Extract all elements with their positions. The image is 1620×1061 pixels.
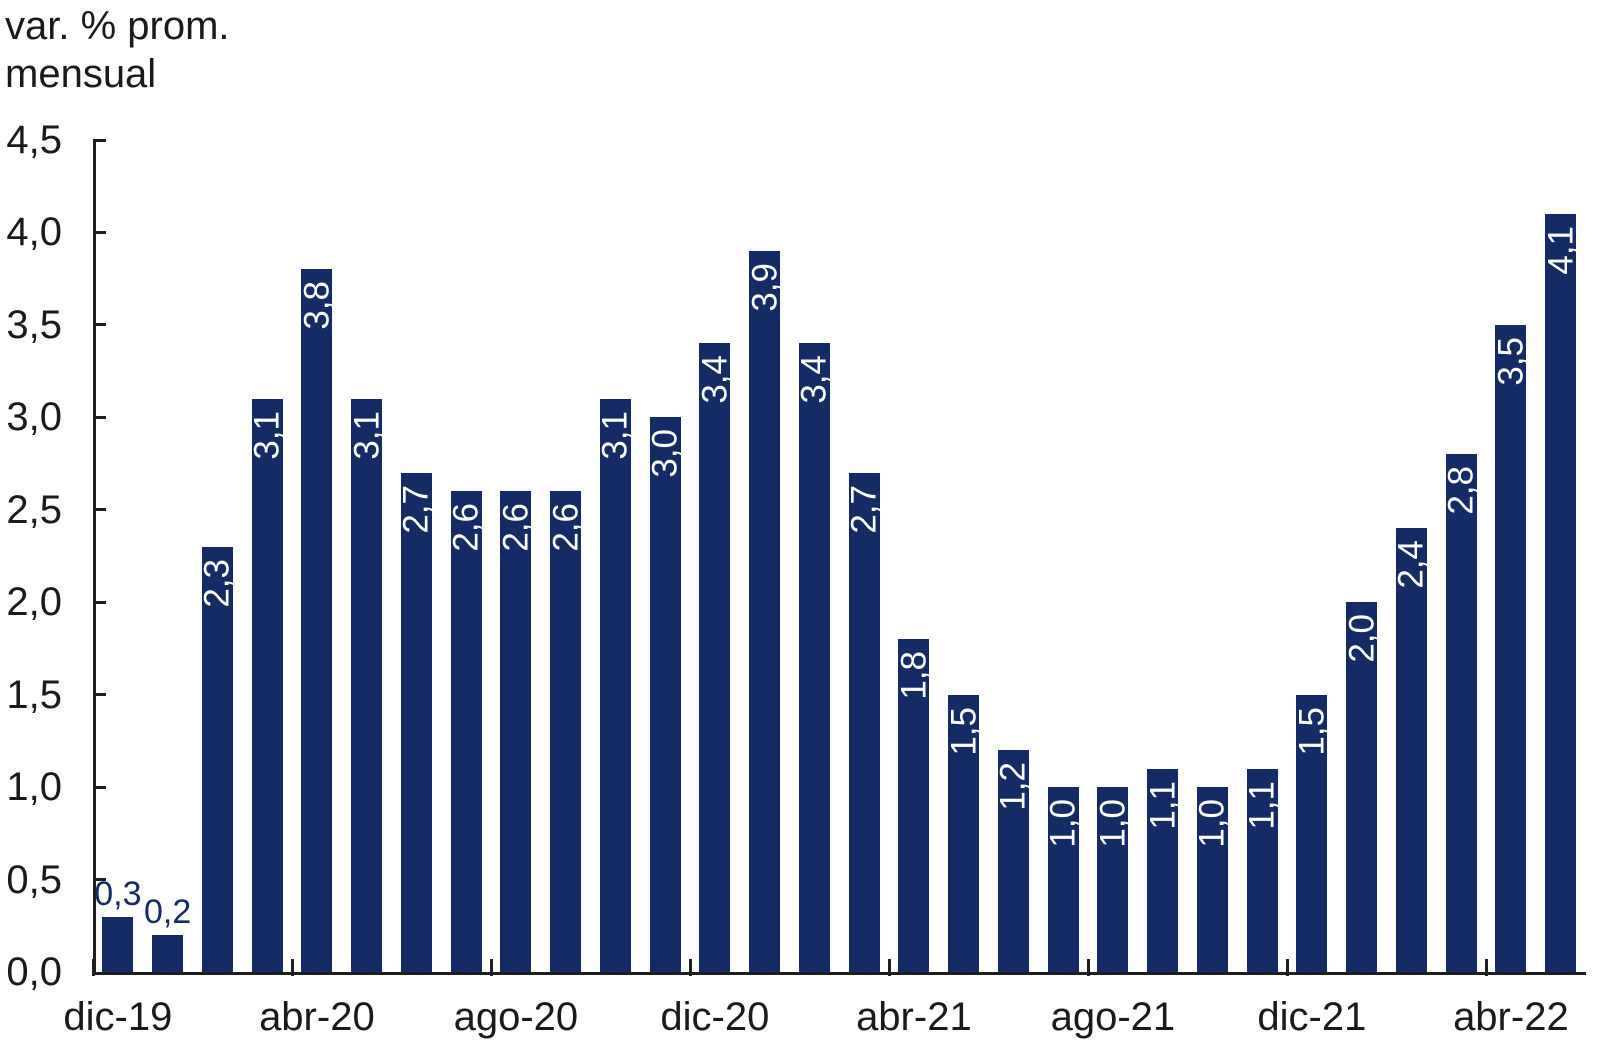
x-tick-label: dic-19 xyxy=(63,995,173,1039)
y-tick-label: 1,5 xyxy=(6,672,62,717)
x-tick-label: abr-22 xyxy=(1453,995,1569,1039)
bar: 1,0 xyxy=(1093,787,1133,972)
bar: 2,7 xyxy=(396,473,436,972)
x-tick xyxy=(688,959,692,976)
bar-value-label: 3,4 xyxy=(794,355,834,404)
x-tick-label: ago-21 xyxy=(1050,995,1176,1039)
bar: 3,8 xyxy=(297,269,337,972)
bar-value-label: 2,6 xyxy=(546,503,586,552)
bar-value-label: 3,9 xyxy=(745,263,785,312)
bar-value-label: 2,6 xyxy=(496,503,536,552)
x-axis-line xyxy=(93,972,1586,975)
bar-value-label: 3,1 xyxy=(347,411,387,460)
bar-value-label: 3,1 xyxy=(595,411,635,460)
y-tick xyxy=(93,785,106,789)
bar: 3,1 xyxy=(595,399,635,972)
bar-value-label: 1,0 xyxy=(1093,799,1133,848)
y-tick-label: 1,0 xyxy=(6,765,62,810)
bar: 2,6 xyxy=(496,491,536,972)
bar: 2,8 xyxy=(1441,454,1481,972)
bar-value-label: 1,5 xyxy=(944,707,984,756)
y-tick xyxy=(93,138,106,142)
y-tick-label: 4,5 xyxy=(6,118,62,162)
bar-value-label: 2,7 xyxy=(844,485,884,534)
x-tick xyxy=(1484,959,1488,976)
y-tick xyxy=(93,600,106,604)
bar xyxy=(152,935,184,972)
bar-value-label: 1,2 xyxy=(993,762,1033,811)
bar: 2,6 xyxy=(446,491,486,972)
y-axis-line xyxy=(93,140,96,975)
bar: 3,9 xyxy=(745,251,785,972)
bar-value-label: 3,0 xyxy=(645,429,685,478)
bar: 1,0 xyxy=(1043,787,1083,972)
y-tick-label: 3,5 xyxy=(6,302,62,347)
x-tick-label: ago-20 xyxy=(453,995,579,1039)
bar-value-label: 1,0 xyxy=(1192,799,1232,848)
bar: 2,7 xyxy=(844,473,884,972)
bar: 3,1 xyxy=(347,399,387,972)
y-tick xyxy=(93,508,106,512)
bar-value-label: 1,1 xyxy=(1143,781,1183,830)
bar xyxy=(102,917,134,972)
bar-value-label: 2,7 xyxy=(396,485,436,534)
y-tick xyxy=(93,878,106,882)
bar-value-label: 1,5 xyxy=(1292,707,1332,756)
bar: 2,3 xyxy=(197,547,237,972)
y-tick xyxy=(93,415,106,419)
bar-value-label: 2,4 xyxy=(1391,540,1431,589)
y-tick-label: 4,0 xyxy=(6,210,62,255)
bar: 1,0 xyxy=(1192,787,1232,972)
x-tick-label: dic-21 xyxy=(1257,995,1367,1039)
y-tick-label: 2,5 xyxy=(6,487,62,532)
x-tick xyxy=(489,959,493,976)
y-tick-label: 0,5 xyxy=(6,857,62,902)
x-tick xyxy=(91,959,95,976)
bar-value-label: 2,8 xyxy=(1441,466,1481,515)
x-tick xyxy=(290,959,294,976)
bar-value-label: 3,5 xyxy=(1491,337,1531,386)
bar: 1,8 xyxy=(894,639,934,972)
x-tick xyxy=(887,959,891,976)
y-tick-label: 3,0 xyxy=(6,395,62,440)
y-tick-label: 0,0 xyxy=(6,950,62,994)
bar: 1,1 xyxy=(1143,769,1183,972)
bar: 1,5 xyxy=(944,695,984,972)
bar: 1,1 xyxy=(1242,769,1282,972)
bar: 3,4 xyxy=(695,343,735,972)
bar: 2,4 xyxy=(1391,528,1431,972)
x-tick-label: abr-20 xyxy=(259,995,375,1039)
bar-value-label: 1,0 xyxy=(1043,799,1083,848)
bar: 3,0 xyxy=(645,417,685,972)
bar: 1,2 xyxy=(993,750,1033,972)
bar-value-label: 2,3 xyxy=(197,559,237,608)
y-tick xyxy=(93,230,106,234)
bar: 3,1 xyxy=(247,399,287,972)
y-tick-label: 2,0 xyxy=(6,580,62,625)
bar: 4,1 xyxy=(1541,214,1581,972)
x-tick-label: dic-20 xyxy=(660,995,770,1039)
bar: 2,6 xyxy=(546,491,586,972)
bar: 3,4 xyxy=(794,343,834,972)
y-tick xyxy=(93,323,106,327)
chart-title: var. % prom. mensual xyxy=(5,4,230,96)
bar-value-label: 2,6 xyxy=(446,503,486,552)
bar-value-label: 4,1 xyxy=(1541,226,1581,275)
x-tick xyxy=(1086,959,1090,976)
bar-value-label: 1,1 xyxy=(1242,781,1282,830)
bar: 2,0 xyxy=(1342,602,1382,972)
bar-value-label: 2,0 xyxy=(1342,614,1382,663)
bar-value-label: 0,3 xyxy=(94,875,142,913)
x-tick-label: abr-21 xyxy=(856,995,972,1039)
bar: 3,5 xyxy=(1491,325,1531,972)
bar-value-label: 3,1 xyxy=(247,411,287,460)
y-tick xyxy=(93,693,106,697)
bar-value-label: 3,4 xyxy=(695,355,735,404)
x-tick xyxy=(1285,959,1289,976)
bar-value-label: 3,8 xyxy=(297,281,337,330)
bar-value-label: 1,8 xyxy=(894,651,934,700)
bar: 1,5 xyxy=(1292,695,1332,972)
bar-value-label: 0,2 xyxy=(143,893,192,931)
